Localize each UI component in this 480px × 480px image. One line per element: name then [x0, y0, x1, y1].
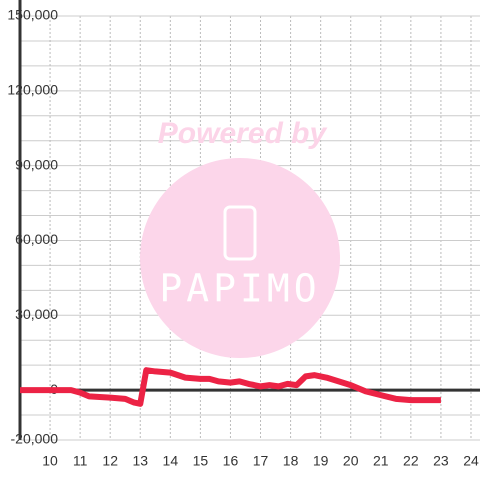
x-tick-label: 15	[193, 453, 209, 469]
x-tick-label: 20	[343, 453, 359, 469]
x-tick-label: 16	[223, 453, 239, 469]
watermark-text: Powered by	[158, 117, 328, 150]
watermark-logo: PAPIMO	[159, 267, 320, 311]
x-tick-label: 21	[373, 453, 389, 469]
x-tick-label: 19	[313, 453, 329, 469]
y-tick-label: 120,000	[7, 82, 58, 98]
x-tick-label: 14	[163, 453, 179, 469]
x-tick-label: 18	[283, 453, 299, 469]
x-tick-label: 13	[132, 453, 148, 469]
y-tick-label: 90,000	[15, 156, 58, 172]
x-tick-label: 17	[253, 453, 269, 469]
y-tick-label: 60,000	[15, 231, 58, 247]
x-tick-label: 22	[403, 453, 419, 469]
x-tick-label: 23	[433, 453, 449, 469]
data-line	[20, 367, 441, 407]
y-tick-label: -20,000	[11, 431, 59, 447]
x-tick-label: 24	[463, 453, 479, 469]
watermark: Powered by PAPIMO	[140, 117, 340, 358]
x-tick-label: 10	[42, 453, 58, 469]
plot	[20, 367, 441, 407]
x-tick-label: 12	[102, 453, 118, 469]
x-tick-label: 11	[73, 453, 88, 469]
y-tick-label: 150,000	[7, 7, 58, 23]
phone-icon	[223, 205, 257, 261]
y-tick-label: 30,000	[15, 306, 58, 322]
